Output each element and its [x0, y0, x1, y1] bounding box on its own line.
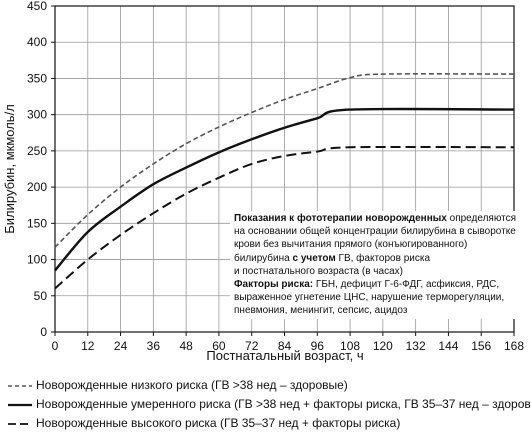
note-factors-label: Факторы риска:: [234, 279, 314, 291]
legend-swatch-high-risk: [8, 423, 32, 425]
note-line-4c: ГВ, факторов риска: [335, 252, 431, 264]
note-line-3: крови без вычитания прямого (конъюгирова…: [234, 239, 468, 251]
note-line-4-bold: с учетом: [292, 252, 336, 264]
x-tick-label: 120: [373, 339, 393, 353]
y-tick-label: 300: [27, 108, 47, 122]
note-factors-text-1: ГБН, дефицит Г-6-ФДГ, асфиксия, РДС,: [313, 279, 500, 291]
y-tick-label: 200: [27, 180, 47, 194]
x-tick-label: 60: [212, 339, 226, 353]
x-tick-label: 108: [340, 339, 360, 353]
y-tick-label: 0: [40, 325, 47, 339]
y-axis-title: Билирубин, мкмоль/л: [2, 104, 17, 234]
legend-label-high-risk: Новорожденные высокого риска (ГВ 35–37 н…: [36, 416, 401, 430]
x-tick-label: 0: [52, 339, 59, 353]
y-tick-label: 350: [27, 71, 47, 85]
note-line-5: и постнатального возраста (в часах): [234, 265, 403, 277]
series-layer: [54, 73, 515, 290]
x-tick-label: 36: [147, 339, 161, 353]
note-factors-line-3: пневмония, менингит, сепсис, ацидоз: [234, 305, 408, 317]
phototherapy-note: Показания к фототерапии новорожденных оп…: [230, 211, 526, 319]
series-line-moderate-risk: [54, 107, 515, 272]
x-tick-label: 132: [406, 339, 426, 353]
x-tick-label: 24: [114, 339, 128, 353]
legend-swatch-moderate-risk: [8, 403, 32, 407]
y-tick-label: 400: [27, 35, 47, 49]
series-line-high-risk: [54, 145, 515, 290]
y-tick-label: 100: [27, 253, 47, 267]
note-title: Показания к фототерапии новорожденных: [234, 213, 447, 224]
note-line-2: на основании общей концентрации билируби…: [234, 226, 516, 238]
x-tick-labels: 0 12 24 36 48 60 72 84 96 108 120 132 144 156 168: [52, 332, 524, 353]
x-tick-label: 12: [81, 339, 95, 353]
legend-label-low-risk: Новорожденные низкого риска (ГВ >38 нед …: [36, 378, 348, 392]
note-factors-line-1: Факторы риска: ГБН, дефицит Г-6-ФДГ, асф…: [234, 278, 522, 291]
x-tick-label: 96: [311, 339, 325, 353]
x-tick-label: 156: [471, 339, 491, 353]
note-line-1-text: определяются: [446, 213, 516, 224]
legend-label-moderate-risk: Новорожденные умеренного риска (ГВ >38 н…: [36, 397, 531, 411]
x-tick-label: 168: [504, 339, 524, 353]
y-tick-label: 150: [27, 216, 47, 230]
y-tick-label: 50: [34, 289, 48, 303]
y-tick-label: 450: [27, 0, 47, 13]
y-tick-labels: 0 50 100 150 200 250 300 350 400 450: [27, 0, 55, 339]
note-line-4a: билирубина: [234, 252, 293, 264]
x-tick-label: 72: [245, 339, 259, 353]
legend-swatch-low-risk: [8, 385, 32, 387]
series-line-low-risk: [54, 73, 515, 248]
y-tick-label: 250: [27, 144, 47, 158]
x-tick-label: 48: [179, 339, 193, 353]
note-line-4: билирубина с учетом ГВ, факторов риска: [234, 252, 522, 265]
x-tick-label: 144: [438, 339, 458, 353]
x-axis-title: Постнатальный возраст, ч: [206, 348, 363, 363]
note-line-1: Показания к фототерапии новорожденных оп…: [234, 212, 522, 225]
note-factors-line-2: выраженное угнетение ЦНС, нарушение терм…: [234, 292, 505, 304]
x-tick-label: 84: [278, 339, 292, 353]
